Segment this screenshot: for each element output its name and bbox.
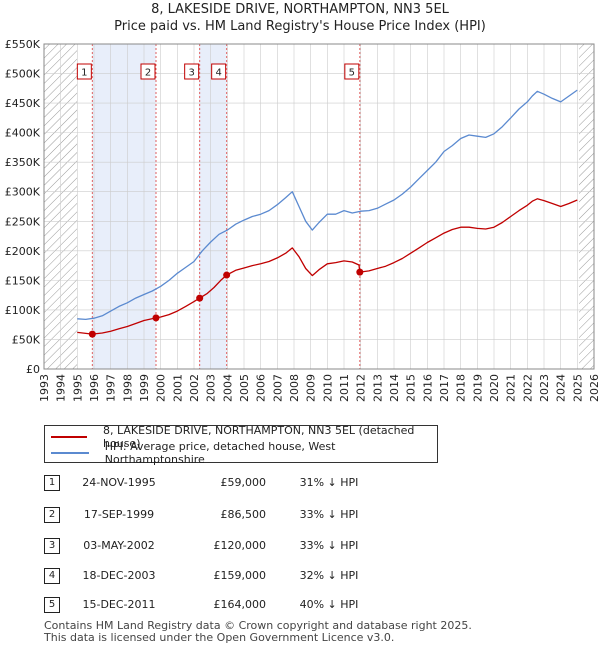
transaction-date: 15-DEC-2011 [82,598,156,611]
price-chart: 1 2 3 4 5 £0 £50K £100K £150K £200K £250K £300K £350… [5,38,600,402]
legend-label-property: 8, LAKESIDE DRIVE, NORTHAMPTON, NN3 5EL … [103,424,415,450]
transaction-date: 03-MAY-2002 [83,539,155,552]
sale-label: 2 [145,68,151,79]
x-tick-label: 2022 [521,374,534,402]
x-tick-label: 1999 [138,374,151,402]
transaction-date: 18-DEC-2003 [82,569,156,582]
sale-label-box [76,63,92,80]
sale-label-box [184,63,200,80]
y-tick-label: £0 [26,363,40,376]
y-tick-label: £300K [5,186,41,199]
transaction-hpi-diff: 33% ↓ HPI [299,508,359,521]
x-tick-label: 1995 [71,374,84,402]
sale-point [88,330,96,338]
legend-item-hpi: HPI: Average price, detached house, West… [51,440,437,466]
x-tick-label: 2019 [471,374,484,402]
transaction-price: £164,000 [213,598,267,611]
x-tick-label: 2004 [221,374,234,402]
transaction-number: 5 [44,597,60,613]
sale-label: 5 [349,68,355,79]
transaction-date: 24-NOV-1995 [82,476,156,489]
sale-label-box [140,63,156,80]
legend: 8, LAKESIDE DRIVE, NORTHAMPTON, NN3 5EL … [44,424,438,466]
y-tick-label: £550K [5,38,41,51]
plot-frame [43,43,595,370]
x-tick-label: 2020 [488,374,501,402]
transaction-hpi-diff: 40% ↓ HPI [299,598,359,611]
sale-point [356,268,364,276]
x-tick-label: 1997 [105,374,118,402]
hpi-line [77,89,578,321]
y-tick-label: £350K [5,156,41,169]
sale-label: 1 [81,68,87,79]
sale-label-box [211,63,227,80]
sale-label-box [344,63,360,80]
x-tick-label: 2009 [305,374,318,402]
transaction-hpi-diff: 33% ↓ HPI [299,539,359,552]
y-tick-label: £450K [5,97,41,110]
x-tick-label: 2018 [455,374,468,402]
x-tick-label: 2021 [505,374,518,402]
x-tick-label: 2002 [188,374,201,402]
x-tick-label: 2015 [405,374,418,402]
x-tick-label: 2003 [205,374,218,402]
x-tick-label: 2005 [238,374,251,402]
footer-copyright: Contains HM Land Registry data © Crown c… [44,619,472,632]
x-tick-label: 1998 [121,374,134,402]
x-tick-label: 2008 [288,374,301,402]
transaction-number: 2 [44,507,60,523]
x-tick-label: 2017 [438,374,451,402]
y-tick-label: £500K [5,68,41,81]
y-tick-label: £200K [5,245,41,258]
x-tick-label: 2013 [371,374,384,402]
y-tick-label: £250K [5,215,41,228]
transaction-price: £86,500 [220,508,267,521]
sale-point [196,294,204,302]
sale-point [152,314,160,322]
transaction-number: 1 [44,475,60,491]
x-tick-label: 2026 [588,374,600,402]
sale-period-band [199,44,227,369]
x-tick-label: 2010 [321,374,334,402]
chart-subtitle: Price paid vs. HM Land Registry's House … [114,19,486,34]
x-tick-label: 1994 [55,374,68,402]
y-tick-label: £100K [5,304,41,317]
x-tick-label: 2023 [538,374,551,402]
x-tick-label: 2016 [421,374,434,402]
transaction-price: £159,000 [213,569,267,582]
x-tick-label: 2007 [271,374,284,402]
sale-point [223,271,231,279]
legend-swatch-property [51,436,88,438]
transaction-price: £120,000 [213,539,267,552]
y-tick-label: £150K [5,274,41,287]
transaction-hpi-diff: 32% ↓ HPI [299,569,359,582]
y-tick-label: £50K [12,333,41,346]
legend-item-property: 8, LAKESIDE DRIVE, NORTHAMPTON, NN3 5EL … [51,424,437,450]
sale-label: 4 [215,68,221,79]
x-tick-label: 2011 [338,374,351,402]
transaction-number: 3 [44,538,60,554]
legend-label-hpi: HPI: Average price, detached house, West… [104,440,336,466]
transaction-hpi-diff: 31% ↓ HPI [299,476,359,489]
x-tick-label: 2024 [555,374,568,402]
sale-label: 3 [188,68,194,79]
transaction-date: 17-SEP-1999 [83,508,155,521]
x-tick-label: 2014 [388,374,401,402]
transaction-number: 4 [44,568,60,584]
y-tick-label: £400K [5,127,41,140]
footer-licence: This data is licensed under the Open Gov… [44,631,395,644]
property-price-line [77,198,578,335]
x-tick-label: 2000 [155,374,168,402]
x-tick-label: 2025 [571,374,584,402]
chart-title: 8, LAKESIDE DRIVE, NORTHAMPTON, NN3 5EL [151,2,449,17]
legend-swatch-hpi [51,452,89,454]
hatched-region-after [579,44,594,369]
x-tick-label: 2001 [171,374,184,402]
x-tick-label: 2012 [355,374,368,402]
x-tick-label: 2006 [255,374,268,402]
x-tick-label: 1993 [38,374,51,402]
transaction-price: £59,000 [220,476,267,489]
x-tick-label: 1996 [88,374,101,402]
